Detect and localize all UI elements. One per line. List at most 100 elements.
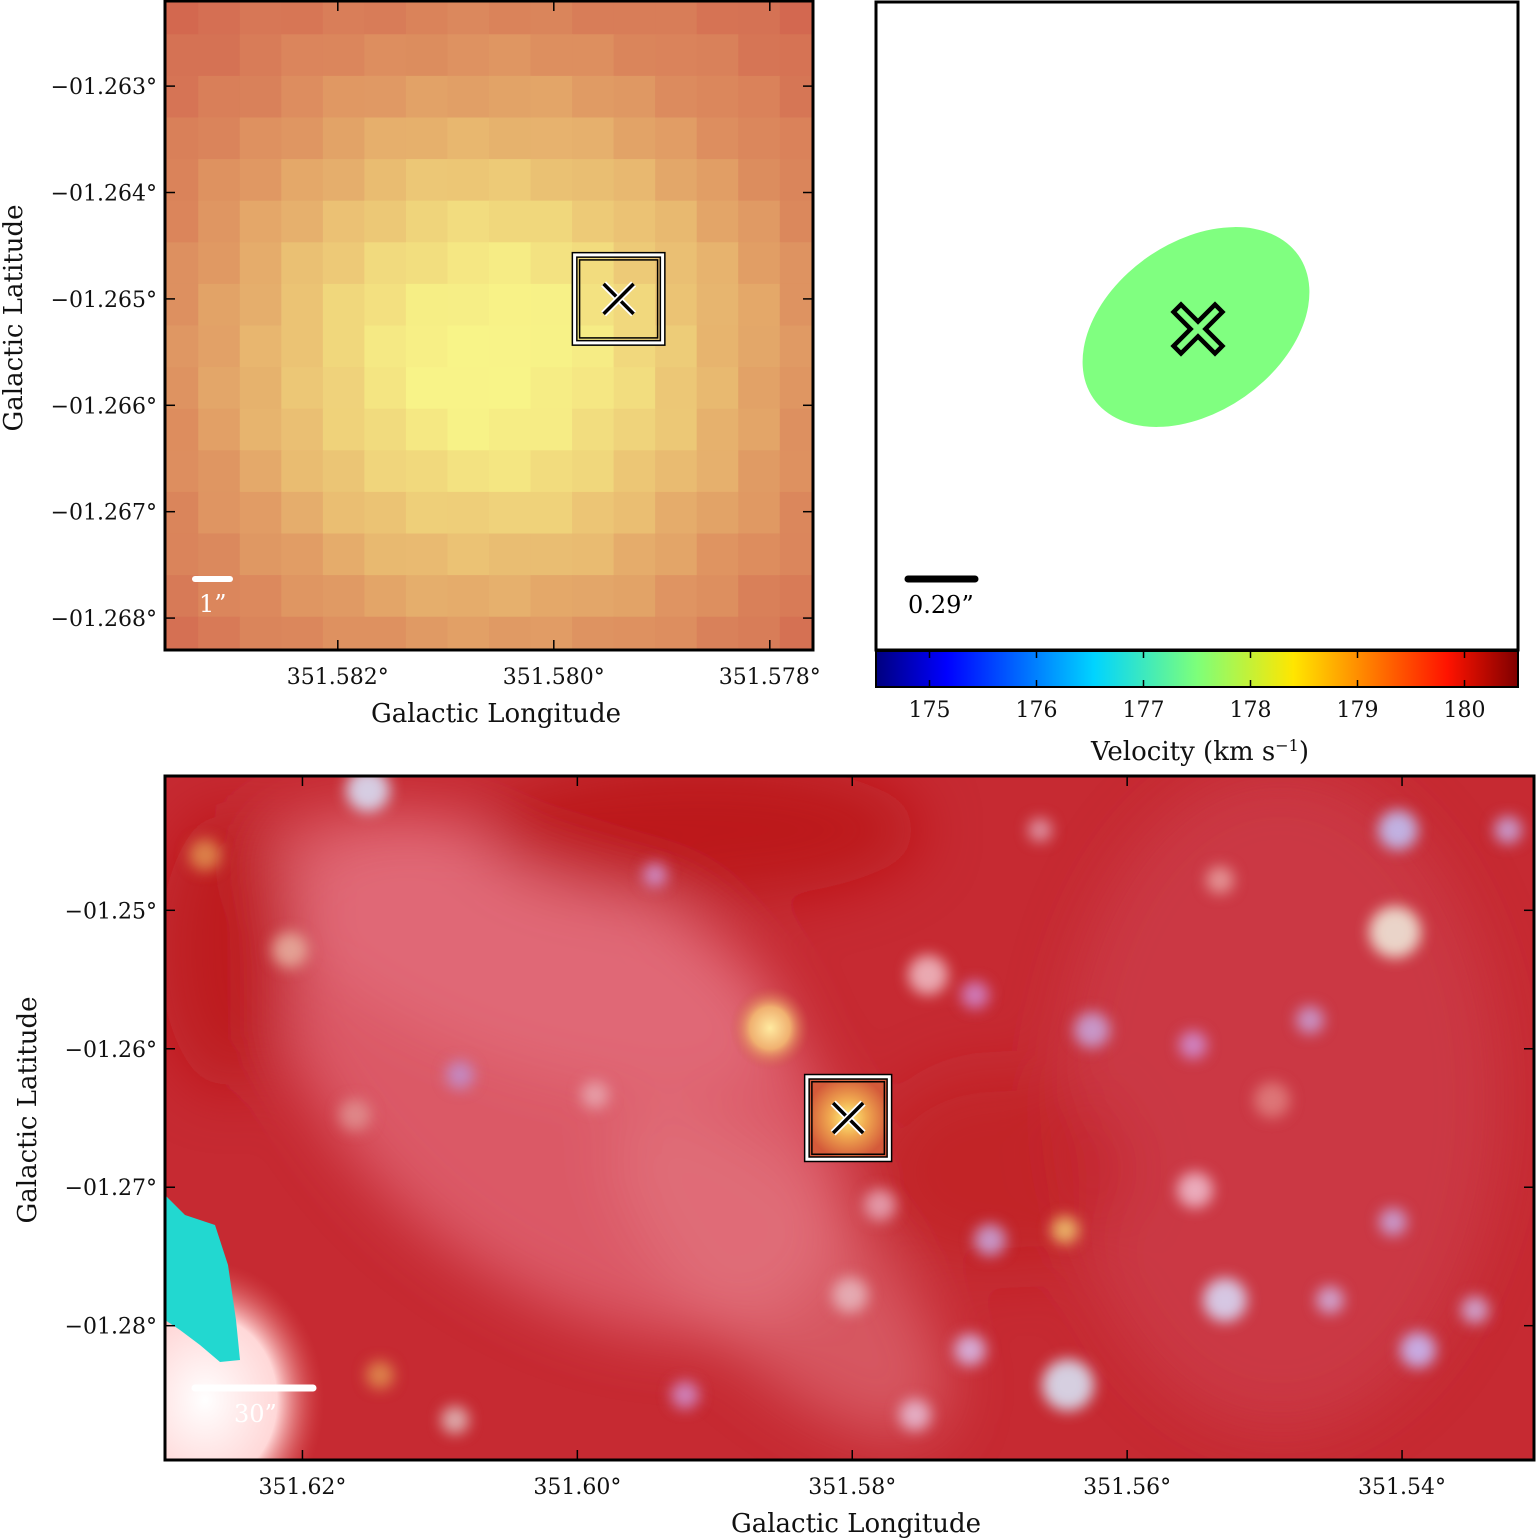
zoom-pixel bbox=[613, 34, 656, 77]
zoom-pixel bbox=[696, 283, 740, 327]
zoom-pixel bbox=[364, 1, 407, 36]
zoom-pixel bbox=[489, 1, 532, 36]
velocity-cross-icon bbox=[1170, 301, 1226, 357]
zoom-pixel bbox=[322, 159, 366, 202]
zoom-pixel bbox=[281, 491, 324, 535]
zoom-pixel bbox=[364, 75, 407, 119]
zoom-pixel bbox=[738, 242, 781, 285]
y-tick-label: −01.267° bbox=[51, 501, 157, 526]
zoom-pixel bbox=[696, 533, 740, 576]
zoom-pixel bbox=[613, 491, 656, 535]
star-blob bbox=[1074, 1012, 1110, 1048]
zoom-pixel bbox=[239, 34, 283, 77]
zoom-ticks: 351.582° 351.580° 351.578° −01.263° −01.264°… bbox=[51, 1, 821, 690]
zoom-pixel bbox=[572, 117, 615, 160]
star-blob bbox=[899, 1399, 931, 1431]
zoom-pixel bbox=[447, 283, 490, 327]
x-tick-label: 351.580° bbox=[503, 665, 605, 690]
zoom-pixel bbox=[322, 283, 366, 327]
zoom-pixel bbox=[364, 575, 407, 618]
zoom-pixel bbox=[165, 159, 200, 202]
zoom-pixel bbox=[165, 1, 200, 36]
zoom-pixel bbox=[165, 283, 200, 327]
zoom-pixel bbox=[447, 325, 490, 368]
context-scale-label: 30” bbox=[234, 1400, 277, 1428]
zoom-scale-label: 1” bbox=[199, 590, 227, 618]
zoom-pixel bbox=[696, 159, 740, 202]
zoom-pixel bbox=[239, 491, 283, 535]
zoom-pixel bbox=[530, 200, 573, 244]
zoom-pixel bbox=[281, 325, 324, 368]
zoom-pixel bbox=[530, 575, 573, 618]
zoom-pixel bbox=[696, 242, 740, 285]
zoom-pixel bbox=[489, 34, 532, 77]
zoom-pixel bbox=[613, 159, 656, 202]
zoom-pixel bbox=[239, 408, 283, 452]
zoom-pixel bbox=[322, 450, 366, 493]
zoom-pixel bbox=[738, 283, 781, 327]
zoom-pixel bbox=[738, 533, 781, 576]
colorbar-tick-label: 179 bbox=[1337, 698, 1379, 723]
zoom-pixel bbox=[198, 616, 241, 650]
star-blob bbox=[1369, 906, 1421, 958]
zoom-pixel bbox=[489, 283, 532, 327]
star-blob bbox=[581, 1081, 609, 1109]
zoom-pixel bbox=[198, 491, 241, 535]
zoom-pixel bbox=[696, 34, 740, 77]
zoom-pixel bbox=[447, 242, 490, 285]
zoom-x-axis-label: Galactic Longitude bbox=[371, 699, 621, 729]
star-blob bbox=[1379, 1208, 1407, 1236]
x-tick-label: 351.582° bbox=[287, 665, 389, 690]
zoom-pixel bbox=[489, 117, 532, 160]
zoom-pixel bbox=[405, 367, 449, 410]
zoom-pixel bbox=[572, 200, 615, 244]
zoom-pixel bbox=[696, 450, 740, 493]
source-box-inner bbox=[578, 259, 659, 339]
star-blob bbox=[1203, 1278, 1247, 1322]
zoom-pixel bbox=[322, 1, 366, 36]
zoom-pixel bbox=[738, 34, 781, 77]
zoom-pixel bbox=[281, 34, 324, 77]
colorbar-gradient bbox=[875, 650, 1519, 688]
colorbar-tick-label: 178 bbox=[1230, 698, 1272, 723]
zoom-pixel bbox=[281, 616, 324, 650]
zoom-pixel bbox=[738, 75, 781, 119]
zoom-pixel bbox=[405, 34, 449, 77]
colorbar-label: Velocity (km s−1) bbox=[1090, 736, 1309, 768]
zoom-pixel bbox=[198, 75, 241, 119]
zoom-pixel bbox=[322, 325, 366, 368]
zoom-pixel bbox=[696, 117, 740, 160]
zoom-pixel bbox=[738, 367, 781, 410]
zoom-pixel bbox=[281, 450, 324, 493]
colorbar-label-exponent: −1 bbox=[1275, 736, 1299, 755]
zoom-pixel bbox=[530, 533, 573, 576]
zoom-pixel bbox=[281, 533, 324, 576]
zoom-pixel bbox=[281, 117, 324, 160]
x-tick-label: 351.62° bbox=[258, 1475, 346, 1500]
star-blob bbox=[961, 981, 989, 1009]
star-blob bbox=[272, 932, 308, 968]
zoom-pixel bbox=[655, 575, 698, 618]
zoom-pixel bbox=[779, 575, 813, 618]
zoom-pixel bbox=[165, 325, 200, 368]
zoom-pixel bbox=[281, 283, 324, 327]
zoom-pixel bbox=[779, 200, 813, 244]
zoom-pixel bbox=[322, 533, 366, 576]
y-tick-label: −01.28° bbox=[65, 1315, 157, 1340]
zoom-pixel bbox=[572, 159, 615, 202]
zoom-pixel bbox=[165, 450, 200, 493]
source-box-white bbox=[805, 1075, 891, 1161]
zoom-pixel bbox=[613, 408, 656, 452]
zoom-pixel bbox=[489, 533, 532, 576]
zoom-pixel bbox=[322, 75, 366, 119]
star-blob bbox=[954, 1334, 986, 1366]
star-blob bbox=[446, 1061, 474, 1089]
zoom-pixel bbox=[405, 491, 449, 535]
zoom-pixel bbox=[447, 34, 490, 77]
zoom-pixel bbox=[239, 1, 283, 36]
zoom-pixel bbox=[198, 159, 241, 202]
zoom-pixel bbox=[239, 159, 283, 202]
star-blob bbox=[832, 1277, 868, 1313]
y-tick-label: −01.264° bbox=[51, 182, 157, 207]
zoom-pixel bbox=[322, 117, 366, 160]
